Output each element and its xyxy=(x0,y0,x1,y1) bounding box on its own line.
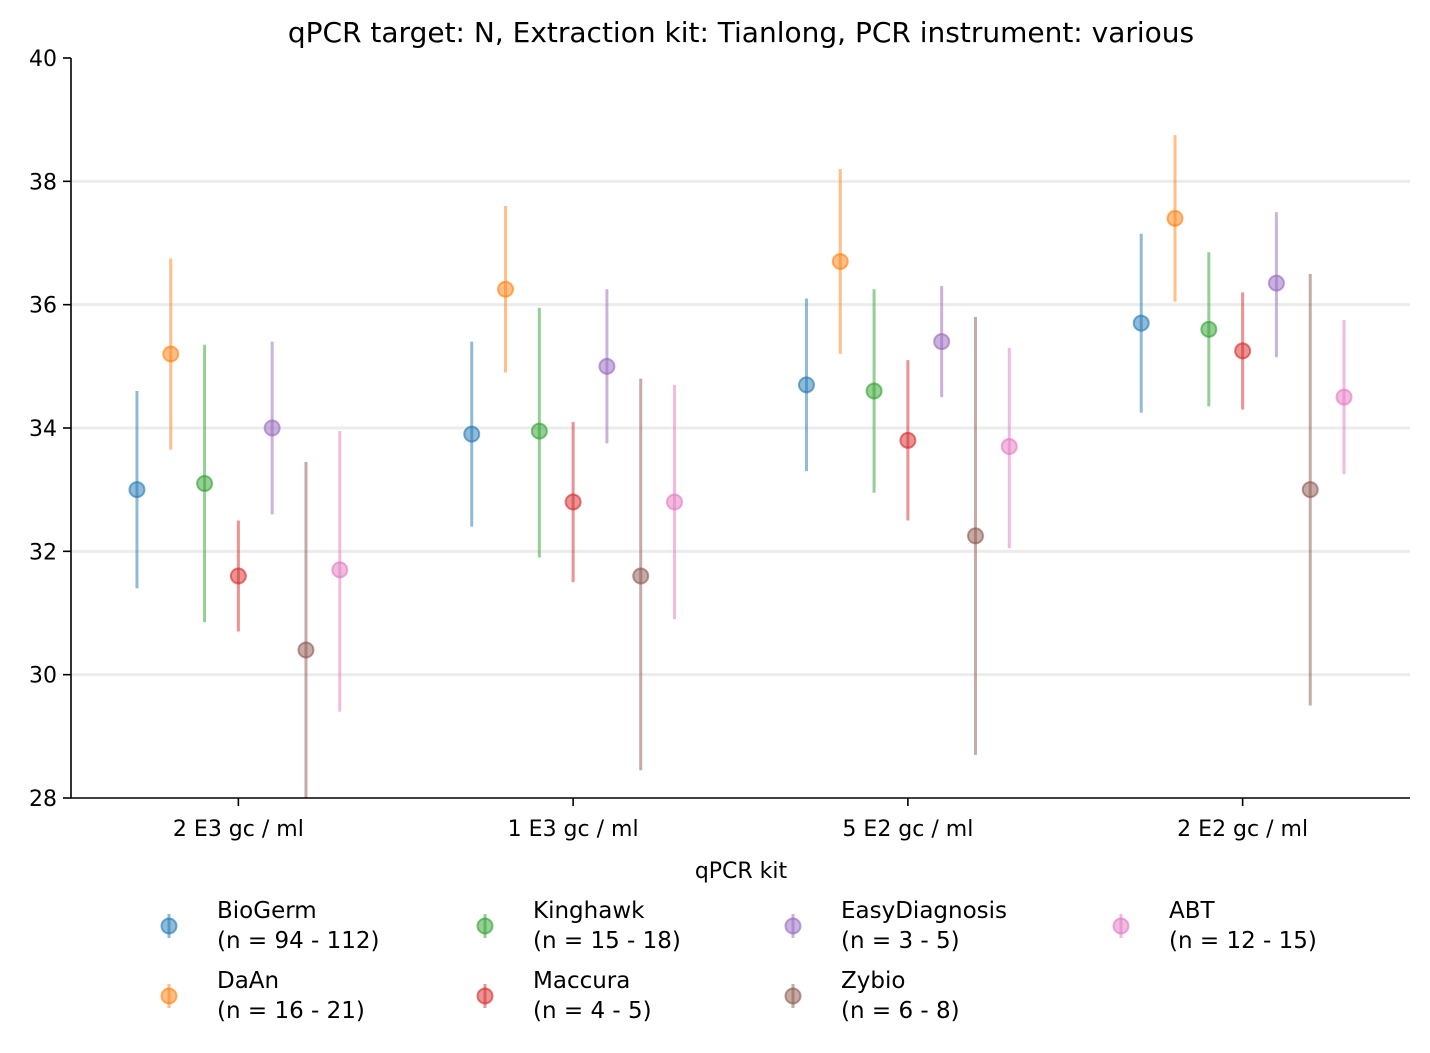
data-point xyxy=(598,357,616,375)
legend: BioGerm (n = 94 - 112) DaAn (n = 16 - 21) Ki… xyxy=(160,898,1317,1024)
x-tick-label: 2 E3 gc / ml xyxy=(173,817,304,842)
y-tick-label: 34 xyxy=(29,417,57,442)
data-point xyxy=(1234,342,1252,360)
legend-label: DaAn xyxy=(217,968,279,994)
data-point xyxy=(632,567,650,585)
y-tick-label: 32 xyxy=(29,540,57,565)
data-point xyxy=(497,280,515,298)
y-tick-label: 36 xyxy=(29,294,57,319)
legend-label: ABT xyxy=(1169,898,1216,924)
legend-count: (n = 94 - 112) xyxy=(217,928,380,954)
x-tick-label: 5 E2 gc / ml xyxy=(842,817,973,842)
legend-label: Zybio xyxy=(841,968,905,994)
legend-count: (n = 6 - 8) xyxy=(841,998,960,1024)
legend-item: Maccura (n = 4 - 5) xyxy=(476,968,652,1024)
data-point xyxy=(865,382,883,400)
y-tick-label: 40 xyxy=(29,47,57,72)
y-tick-label: 28 xyxy=(29,787,57,812)
y-tick-label: 30 xyxy=(29,664,57,689)
legend-item: Kinghawk (n = 15 - 18) xyxy=(476,898,681,954)
data-point xyxy=(1301,481,1319,499)
grid-lines xyxy=(71,179,1410,677)
data-point xyxy=(196,475,214,492)
legend-marker xyxy=(784,917,802,935)
legend-item: ABT (n = 12 - 15) xyxy=(1112,898,1317,954)
data-point xyxy=(666,493,684,511)
legend-item: EasyDiagnosis (n = 3 - 5) xyxy=(784,898,1007,954)
x-axis: 2 E3 gc / ml 1 E3 gc / ml 5 E2 gc / ml 2 E2… xyxy=(173,798,1308,842)
data-point xyxy=(831,253,849,270)
legend-marker xyxy=(784,987,802,1005)
x-tick-label: 2 E2 gc / ml xyxy=(1177,817,1308,842)
data-point xyxy=(331,561,349,579)
legend-item: BioGerm (n = 94 - 112) xyxy=(160,898,380,954)
legend-count: (n = 16 - 21) xyxy=(217,998,365,1024)
data-point xyxy=(530,422,548,440)
legend-label: EasyDiagnosis xyxy=(841,898,1007,924)
data-point xyxy=(899,431,917,449)
plot-area xyxy=(128,135,1353,798)
data-point xyxy=(1000,438,1018,455)
legend-item: DaAn (n = 16 - 21) xyxy=(160,968,365,1024)
y-tick-label: 38 xyxy=(29,170,57,195)
legend-count: (n = 12 - 15) xyxy=(1169,928,1317,954)
legend-count: (n = 15 - 18) xyxy=(533,928,681,954)
legend-label: Kinghawk xyxy=(533,898,645,924)
x-axis-label: qPCR kit xyxy=(695,859,788,884)
legend-marker xyxy=(476,917,494,935)
legend-label: BioGerm xyxy=(217,898,317,924)
y-axis: 28 30 32 34 36 38 40 xyxy=(29,47,71,812)
data-point xyxy=(966,527,984,545)
data-point xyxy=(263,419,281,437)
data-point xyxy=(564,493,582,511)
data-point xyxy=(1335,388,1353,406)
legend-item: Zybio (n = 6 - 8) xyxy=(784,968,960,1024)
legend-marker xyxy=(160,917,178,935)
legend-label: Maccura xyxy=(533,968,630,994)
data-point xyxy=(797,376,815,394)
data-point xyxy=(1267,274,1285,292)
data-point xyxy=(1132,314,1150,332)
data-point xyxy=(1166,209,1184,227)
legend-marker xyxy=(1112,917,1130,935)
data-point xyxy=(162,345,180,363)
x-tick-label: 1 E3 gc / ml xyxy=(508,817,639,842)
data-point xyxy=(297,641,315,659)
legend-marker xyxy=(476,987,494,1005)
data-point xyxy=(229,567,247,585)
legend-marker xyxy=(160,987,178,1005)
legend-count: (n = 3 - 5) xyxy=(841,928,960,954)
legend-count: (n = 4 - 5) xyxy=(533,998,652,1024)
data-point xyxy=(128,481,146,499)
chart-title: qPCR target: N, Extraction kit: Tianlong… xyxy=(288,16,1194,49)
data-point xyxy=(1200,320,1218,338)
data-point xyxy=(463,425,481,443)
data-point xyxy=(933,333,951,351)
